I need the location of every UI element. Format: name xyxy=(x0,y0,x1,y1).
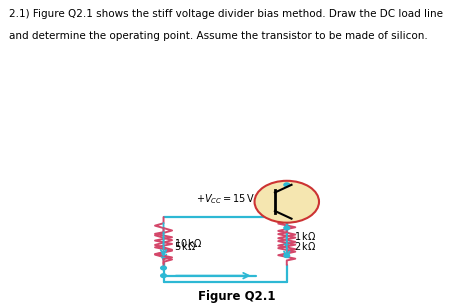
Text: $10\,\mathrm{k}\Omega$: $10\,\mathrm{k}\Omega$ xyxy=(174,237,202,249)
Circle shape xyxy=(161,274,166,278)
Circle shape xyxy=(284,254,290,257)
Text: $2\,\mathrm{k}\Omega$: $2\,\mathrm{k}\Omega$ xyxy=(294,241,316,252)
Circle shape xyxy=(284,183,290,187)
Text: $5\,\mathrm{k}\Omega$: $5\,\mathrm{k}\Omega$ xyxy=(174,240,196,252)
Circle shape xyxy=(255,181,319,223)
Circle shape xyxy=(161,266,166,270)
Text: 2.1) Figure Q2.1 shows the stiff voltage divider bias method. Draw the DC load l: 2.1) Figure Q2.1 shows the stiff voltage… xyxy=(9,9,444,19)
Text: Figure Q2.1: Figure Q2.1 xyxy=(198,290,276,303)
Text: $1\,\mathrm{k}\Omega$: $1\,\mathrm{k}\Omega$ xyxy=(294,230,316,242)
Circle shape xyxy=(284,226,290,230)
Text: $+V_{CC}= 15\,\mathrm{V}$: $+V_{CC}= 15\,\mathrm{V}$ xyxy=(196,192,255,206)
Text: and determine the operating point. Assume the transistor to be made of silicon.: and determine the operating point. Assum… xyxy=(9,31,428,41)
